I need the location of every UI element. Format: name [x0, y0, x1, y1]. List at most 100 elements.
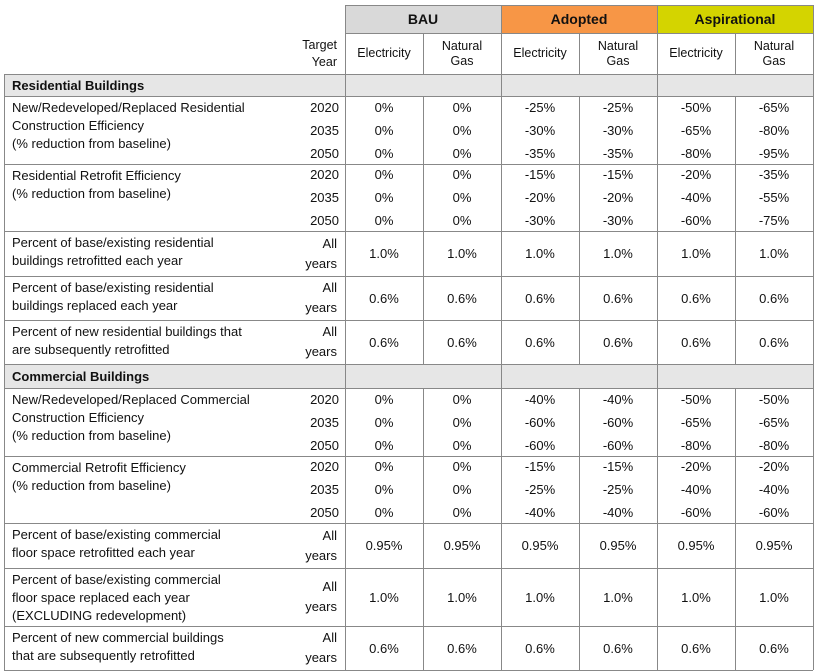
grid-line	[735, 388, 736, 670]
value-cell: -20% -40% -60%	[657, 456, 735, 523]
grid-line	[4, 568, 813, 569]
target-year-list: 2020 2035 2050	[280, 456, 343, 523]
value: 0%	[452, 122, 472, 138]
value-cell: -25% -30% -35%	[579, 96, 657, 164]
value-cell: 0.6%	[345, 320, 423, 364]
value: 0.6%	[759, 640, 789, 656]
value-cell: -25% -30% -35%	[501, 96, 579, 164]
grid-line	[657, 5, 658, 670]
value-cell: 1.0%	[735, 568, 813, 626]
grid-line	[735, 33, 736, 75]
value: 0.6%	[759, 334, 789, 350]
value: -65%	[758, 414, 790, 430]
row-label: Percent of new commercial buildings that …	[12, 630, 224, 663]
section-title: Commercial Buildings	[4, 364, 813, 388]
value: -50%	[680, 99, 712, 115]
value: -65%	[680, 414, 712, 430]
value: 1.0%	[759, 246, 789, 261]
grid-line	[579, 33, 580, 75]
scenario-header-adopted: Adopted	[501, 5, 657, 33]
value-cell: 1.0%	[345, 231, 423, 276]
value: 0.6%	[525, 640, 555, 656]
value-cell: 0% 0% 0%	[423, 164, 501, 231]
value: 0%	[452, 190, 472, 205]
value: -30%	[524, 213, 556, 228]
value: 1.0%	[681, 589, 711, 605]
value-cell: 0.6%	[345, 276, 423, 320]
row-label: Percent of base/existing residential buil…	[12, 280, 214, 313]
value-cell: 0.6%	[423, 626, 501, 670]
target-year: 2050	[310, 437, 339, 453]
row-label: Commercial Retrofit Efficiency (% reducti…	[12, 460, 186, 493]
value-cell: 1.0%	[423, 568, 501, 626]
value: 0.6%	[681, 640, 711, 656]
value-cell: 0.6%	[423, 320, 501, 364]
grid-line	[501, 5, 502, 670]
value: -80%	[680, 437, 712, 453]
value: -60%	[524, 414, 556, 430]
value-cell: -40% -60% -60%	[579, 388, 657, 456]
value-cell: 0.95%	[735, 523, 813, 568]
target-year-list: 2020 2035 2050	[280, 388, 343, 456]
value: -65%	[680, 122, 712, 138]
target-year: 2035	[310, 482, 339, 497]
grid-line	[4, 388, 813, 389]
value-cell: 0% 0% 0%	[423, 456, 501, 523]
value-cell: 1.0%	[501, 231, 579, 276]
value: 0%	[374, 482, 394, 497]
value: 0.6%	[603, 290, 633, 306]
grid-line	[4, 164, 813, 165]
value: 0.6%	[369, 640, 399, 656]
value: -15%	[524, 167, 556, 182]
grid-line	[4, 276, 813, 277]
value: -35%	[524, 145, 556, 161]
target-year: All years	[305, 235, 337, 271]
value: -80%	[758, 437, 790, 453]
grid-line	[4, 456, 813, 457]
value-cell: 0% 0% 0%	[345, 96, 423, 164]
value: -40%	[758, 482, 790, 497]
electricity-column-header: Electricity	[669, 46, 723, 60]
value: 0%	[374, 414, 394, 430]
row-label: Percent of new residential buildings tha…	[12, 324, 242, 357]
value-cell: 1.0%	[735, 231, 813, 276]
value: -25%	[524, 482, 556, 497]
value: -80%	[758, 122, 790, 138]
value: 1.0%	[447, 589, 477, 605]
value-cell: 0% 0% 0%	[345, 456, 423, 523]
value: 0%	[374, 167, 394, 182]
value: 0.6%	[525, 334, 555, 350]
value: -60%	[524, 437, 556, 453]
value-cell: -50% -65% -80%	[735, 388, 813, 456]
target-year: All years	[305, 280, 337, 315]
value: 0.6%	[447, 290, 477, 306]
grid-line	[423, 388, 424, 670]
target-year: All years	[305, 630, 337, 665]
electricity-column-header: Electricity	[513, 46, 567, 60]
value: -20%	[524, 190, 556, 205]
value: -20%	[758, 459, 790, 474]
value-cell: 0.6%	[735, 276, 813, 320]
value: 0.6%	[681, 290, 711, 306]
target-year-list: 2020 2035 2050	[280, 96, 343, 164]
value: -35%	[602, 145, 634, 161]
value: -40%	[602, 505, 634, 520]
value: 0%	[452, 414, 472, 430]
value-cell: 1.0%	[579, 568, 657, 626]
natural-gas-column-header: Natural Gas	[441, 38, 483, 68]
value: -20%	[680, 459, 712, 474]
value-cell: 0.95%	[579, 523, 657, 568]
row-label: Percent of base/existing commercial floor…	[12, 572, 221, 623]
value-cell: 0.95%	[345, 523, 423, 568]
value-cell: 0.6%	[501, 320, 579, 364]
value: -40%	[602, 391, 634, 407]
value: 0%	[452, 145, 472, 161]
value-cell: 0.6%	[735, 320, 813, 364]
value: -30%	[524, 122, 556, 138]
target-year: 2050	[310, 505, 339, 520]
value-cell: 1.0%	[423, 231, 501, 276]
target-year: 2050	[310, 213, 339, 228]
value-cell: 0% 0% 0%	[345, 164, 423, 231]
grid-line	[4, 96, 813, 97]
target-year: All years	[305, 579, 337, 614]
